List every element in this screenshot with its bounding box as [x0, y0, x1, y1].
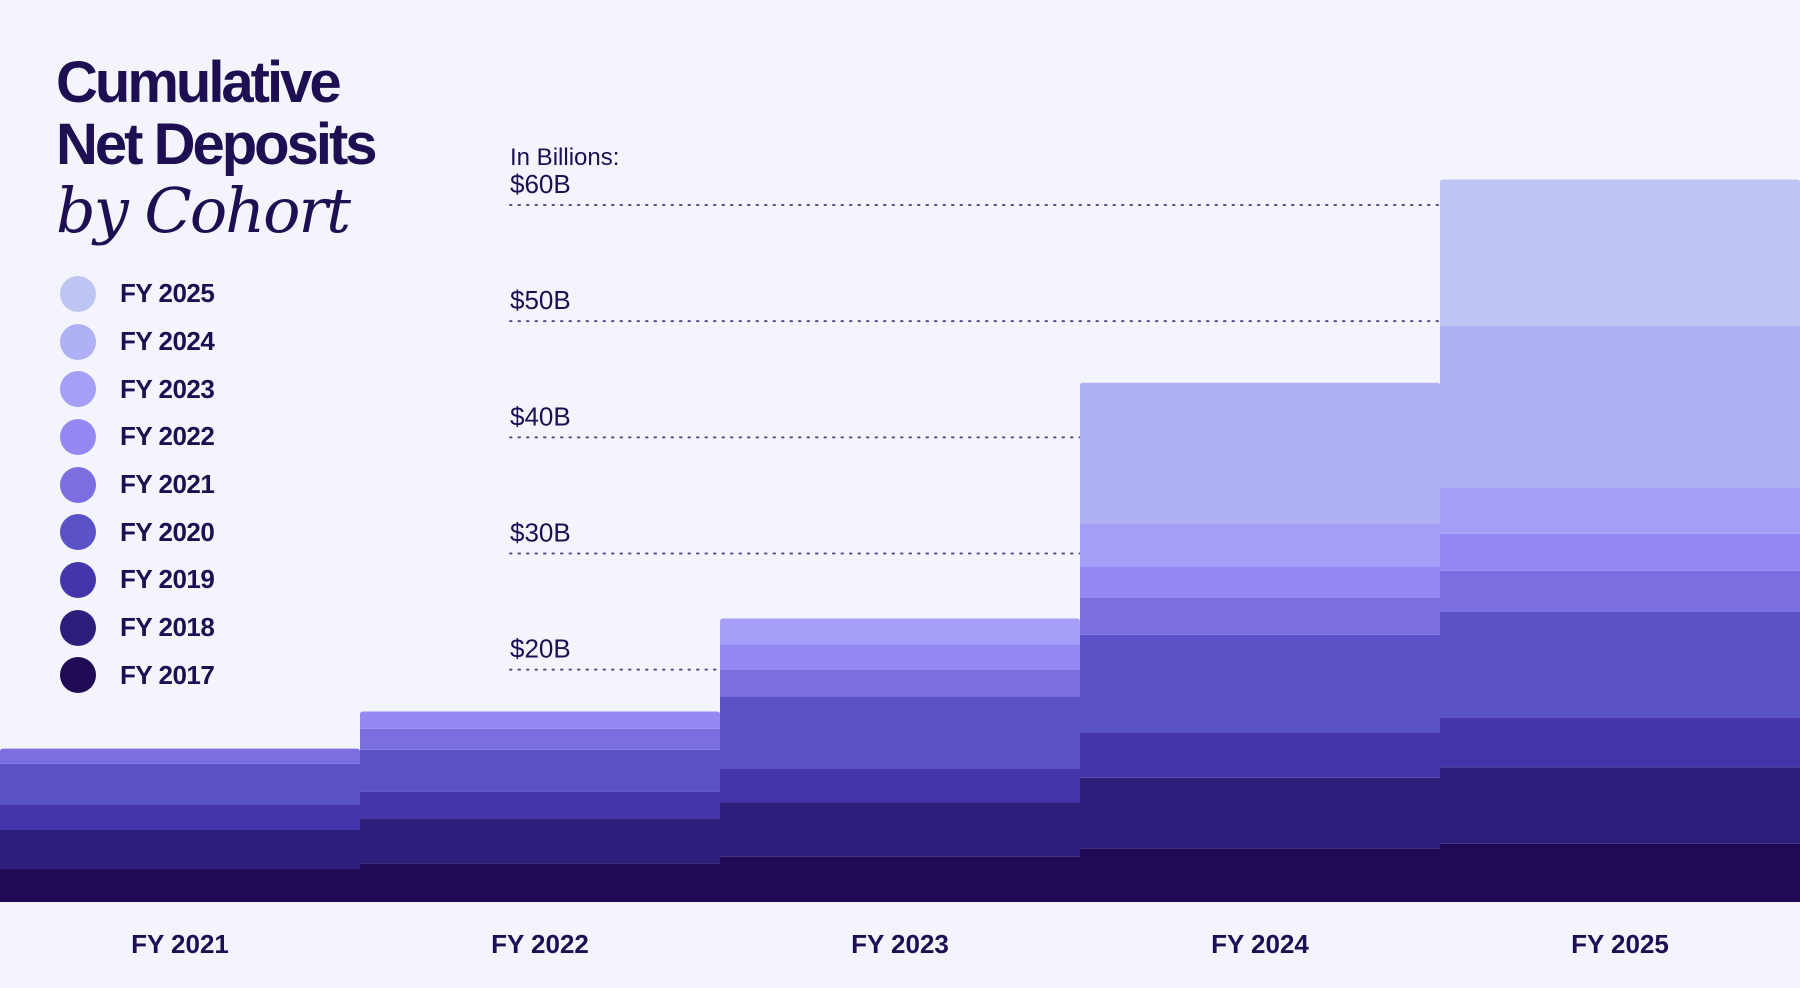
- bar-segment-fy-2019-fy-2021: [0, 804, 360, 830]
- bar-segment-fy-2018-fy-2023: [720, 802, 1080, 857]
- y-tick-label: $20B: [510, 634, 571, 664]
- x-tick-label: FY 2023: [851, 929, 949, 959]
- legend-label: FY 2019: [120, 564, 215, 595]
- bar-segment-fy-2020-fy-2021: [0, 763, 360, 805]
- legend-item: FY 2024: [60, 318, 215, 366]
- legend-label: FY 2025: [120, 278, 215, 309]
- legend-label: FY 2021: [120, 469, 215, 500]
- legend-label: FY 2020: [120, 516, 215, 547]
- bar-segment-fy-2021-fy-2023: [720, 669, 1080, 697]
- bar-segment-fy-2019-fy-2024: [1080, 732, 1440, 778]
- legend-item: FY 2023: [60, 365, 215, 413]
- bar-segment-fy-2020-fy-2025: [1440, 611, 1800, 718]
- legend-label: FY 2023: [120, 373, 215, 404]
- bar-segment-fy-2020-fy-2023: [720, 696, 1080, 769]
- stacked-bars: [0, 179, 1800, 902]
- bar-segment-fy-2022-fy-2022: [360, 711, 720, 729]
- bar-segment-fy-2017-fy-2025: [1440, 843, 1800, 902]
- bar-segment-fy-2022-fy-2024: [1080, 566, 1440, 598]
- legend-label: FY 2018: [120, 612, 215, 643]
- legend-swatch: [60, 609, 96, 646]
- legend: FY 2025 FY 2024 FY 2023 FY 2022 FY 2021 FY 20…: [60, 270, 215, 700]
- bar-segment-fy-2018-fy-2021: [0, 829, 360, 870]
- bar-segment-fy-2017-fy-2021: [0, 869, 360, 902]
- bar-segment-fy-2020-fy-2024: [1080, 634, 1440, 733]
- legend-swatch: [60, 371, 96, 408]
- x-tick-labels: FY 2021 FY 2022 FY 2023 FY 2024 FY 2025: [131, 929, 1669, 959]
- legend-label: FY 2024: [120, 326, 215, 357]
- x-tick-label: FY 2024: [1211, 929, 1309, 959]
- y-gridlines: [509, 204, 1441, 671]
- bar-segment-fy-2018-fy-2022: [360, 818, 720, 864]
- x-tick-label: FY 2025: [1571, 929, 1669, 959]
- y-tick-labels: $20B $30B $40B $50B $60B: [510, 169, 571, 664]
- bar-segment-fy-2023-fy-2023: [720, 618, 1080, 645]
- y-axis-unit-label: In Billions:: [510, 144, 619, 171]
- x-tick-label: FY 2021: [131, 929, 229, 959]
- title-line-2: Net Deposits: [56, 112, 378, 177]
- legend-label: FY 2022: [120, 421, 215, 452]
- bar-segment-fy-2017-fy-2023: [720, 856, 1080, 902]
- legend-item: FY 2019: [60, 556, 215, 604]
- y-tick-label: $40B: [510, 401, 571, 431]
- bar-segment-fy-2021-fy-2022: [360, 728, 720, 750]
- bar-segment-fy-2021-fy-2024: [1080, 597, 1440, 635]
- legend-swatch: [60, 275, 96, 312]
- legend-swatch: [60, 514, 96, 551]
- bar-segment-fy-2019-fy-2022: [360, 791, 720, 819]
- legend-item: FY 2022: [60, 413, 215, 461]
- bar-segment-fy-2017-fy-2024: [1080, 848, 1440, 902]
- bar-segment-fy-2018-fy-2025: [1440, 767, 1800, 844]
- legend-item: FY 2021: [60, 461, 215, 509]
- bar-segment-fy-2024-fy-2025: [1440, 325, 1800, 488]
- legend-label: FY 2017: [120, 659, 215, 690]
- bar-segment-fy-2022-fy-2023: [720, 644, 1080, 670]
- bar-segment-fy-2021-fy-2021: [0, 748, 360, 764]
- legend-item: FY 2017: [60, 652, 215, 700]
- legend-item: FY 2018: [60, 604, 215, 652]
- x-tick-label: FY 2022: [491, 929, 589, 959]
- legend-swatch: [60, 657, 96, 694]
- legend-item: FY 2020: [60, 508, 215, 556]
- legend-item: FY 2025: [60, 270, 215, 318]
- y-tick-label: $60B: [510, 169, 571, 199]
- bar-segment-fy-2018-fy-2024: [1080, 777, 1440, 849]
- bar-segment-fy-2019-fy-2023: [720, 768, 1080, 803]
- bar-segment-fy-2022-fy-2025: [1440, 533, 1800, 571]
- title-line-3: by Cohort: [56, 174, 351, 247]
- title-line-1: Cumulative: [56, 50, 342, 115]
- bar-segment-fy-2025-fy-2025: [1440, 179, 1800, 326]
- bar-segment-fy-2020-fy-2022: [360, 749, 720, 792]
- bar-segment-fy-2024-fy-2024: [1080, 382, 1440, 524]
- bar-segment-fy-2021-fy-2025: [1440, 570, 1800, 612]
- legend-swatch: [60, 323, 96, 360]
- legend-swatch: [60, 561, 96, 598]
- y-tick-label: $50B: [510, 285, 571, 315]
- bar-segment-fy-2023-fy-2025: [1440, 487, 1800, 534]
- bar-segment-fy-2019-fy-2025: [1440, 717, 1800, 768]
- y-tick-label: $30B: [510, 518, 571, 548]
- bar-segment-fy-2017-fy-2022: [360, 863, 720, 902]
- bar-segment-fy-2023-fy-2024: [1080, 523, 1440, 567]
- chart-title: Cumulative Net Deposits by Cohort: [56, 50, 378, 247]
- legend-swatch: [60, 418, 96, 455]
- legend-swatch: [60, 466, 96, 503]
